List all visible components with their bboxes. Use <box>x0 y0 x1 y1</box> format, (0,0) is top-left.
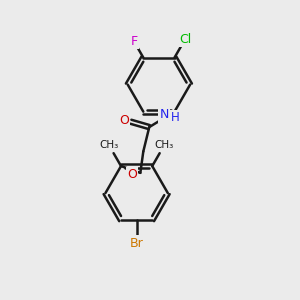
Text: O: O <box>127 168 137 181</box>
Text: Br: Br <box>130 236 143 250</box>
Text: Cl: Cl <box>179 33 191 46</box>
Text: CH₃: CH₃ <box>155 140 174 150</box>
Text: F: F <box>130 35 137 48</box>
Text: N: N <box>160 108 169 122</box>
Text: O: O <box>119 114 129 127</box>
Text: H: H <box>171 111 180 124</box>
Text: CH₃: CH₃ <box>99 140 119 150</box>
